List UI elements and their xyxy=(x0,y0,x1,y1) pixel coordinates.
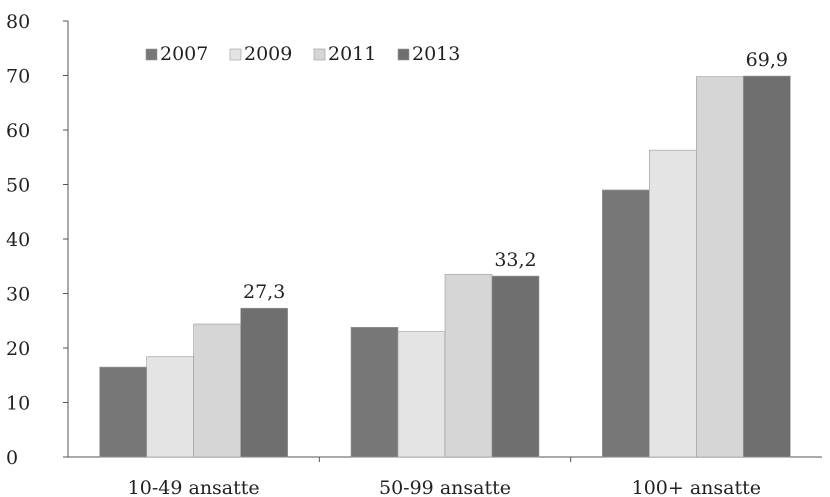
y-tick-label: 40 xyxy=(6,229,30,251)
legend-label: 2007 xyxy=(160,43,208,65)
bar-2011 xyxy=(193,323,241,458)
data-label: 33,2 xyxy=(494,249,536,271)
bar-2007 xyxy=(99,366,147,458)
y-tick-label: 20 xyxy=(6,338,30,360)
bar-2009 xyxy=(397,331,446,458)
legend-swatch-2009 xyxy=(229,48,242,61)
data-label: 27,3 xyxy=(243,281,285,303)
data-label: 69,9 xyxy=(746,49,788,71)
labels: 10-49 ansatte 50-99 ansatte 100+ ansatte 27… xyxy=(128,49,788,497)
bar-2009 xyxy=(146,356,194,458)
y-tick-label: 30 xyxy=(6,284,30,306)
legend-swatch-2007 xyxy=(145,48,158,61)
legend-swatch-2011 xyxy=(313,48,326,61)
bars xyxy=(99,75,791,458)
y-tick-label: 10 xyxy=(6,393,30,415)
legend-label: 2009 xyxy=(244,43,292,65)
legend-label: 2013 xyxy=(412,43,460,65)
bar-2009 xyxy=(649,149,697,458)
legend-label: 2011 xyxy=(328,43,376,65)
y-tick-label: 70 xyxy=(6,66,30,88)
bar-2007 xyxy=(350,326,399,458)
x-tick-label: 10-49 ansatte xyxy=(128,477,260,497)
bar-2013 xyxy=(240,307,288,458)
legend-swatch-2013 xyxy=(397,48,410,61)
bar-2011 xyxy=(696,76,744,458)
bar-2013 xyxy=(491,275,540,458)
y-tick-label: 80 xyxy=(6,11,30,33)
y-tick-label: 0 xyxy=(6,447,18,469)
x-tick-label: 50-99 ansatte xyxy=(379,477,511,497)
bar-2007 xyxy=(602,189,650,458)
y-tick-label: 50 xyxy=(6,175,30,197)
bar-2011 xyxy=(444,274,493,458)
x-tick-label: 100+ ansatte xyxy=(632,477,761,497)
legend: 2007 2009 2011 2013 xyxy=(145,43,460,65)
bar-2013 xyxy=(743,75,791,458)
y-tick-label: 60 xyxy=(6,120,30,142)
